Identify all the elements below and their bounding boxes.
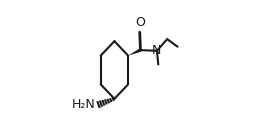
Text: H₂N: H₂N: [72, 99, 96, 111]
Text: O: O: [135, 16, 145, 29]
Polygon shape: [128, 48, 141, 56]
Text: N: N: [152, 44, 161, 57]
